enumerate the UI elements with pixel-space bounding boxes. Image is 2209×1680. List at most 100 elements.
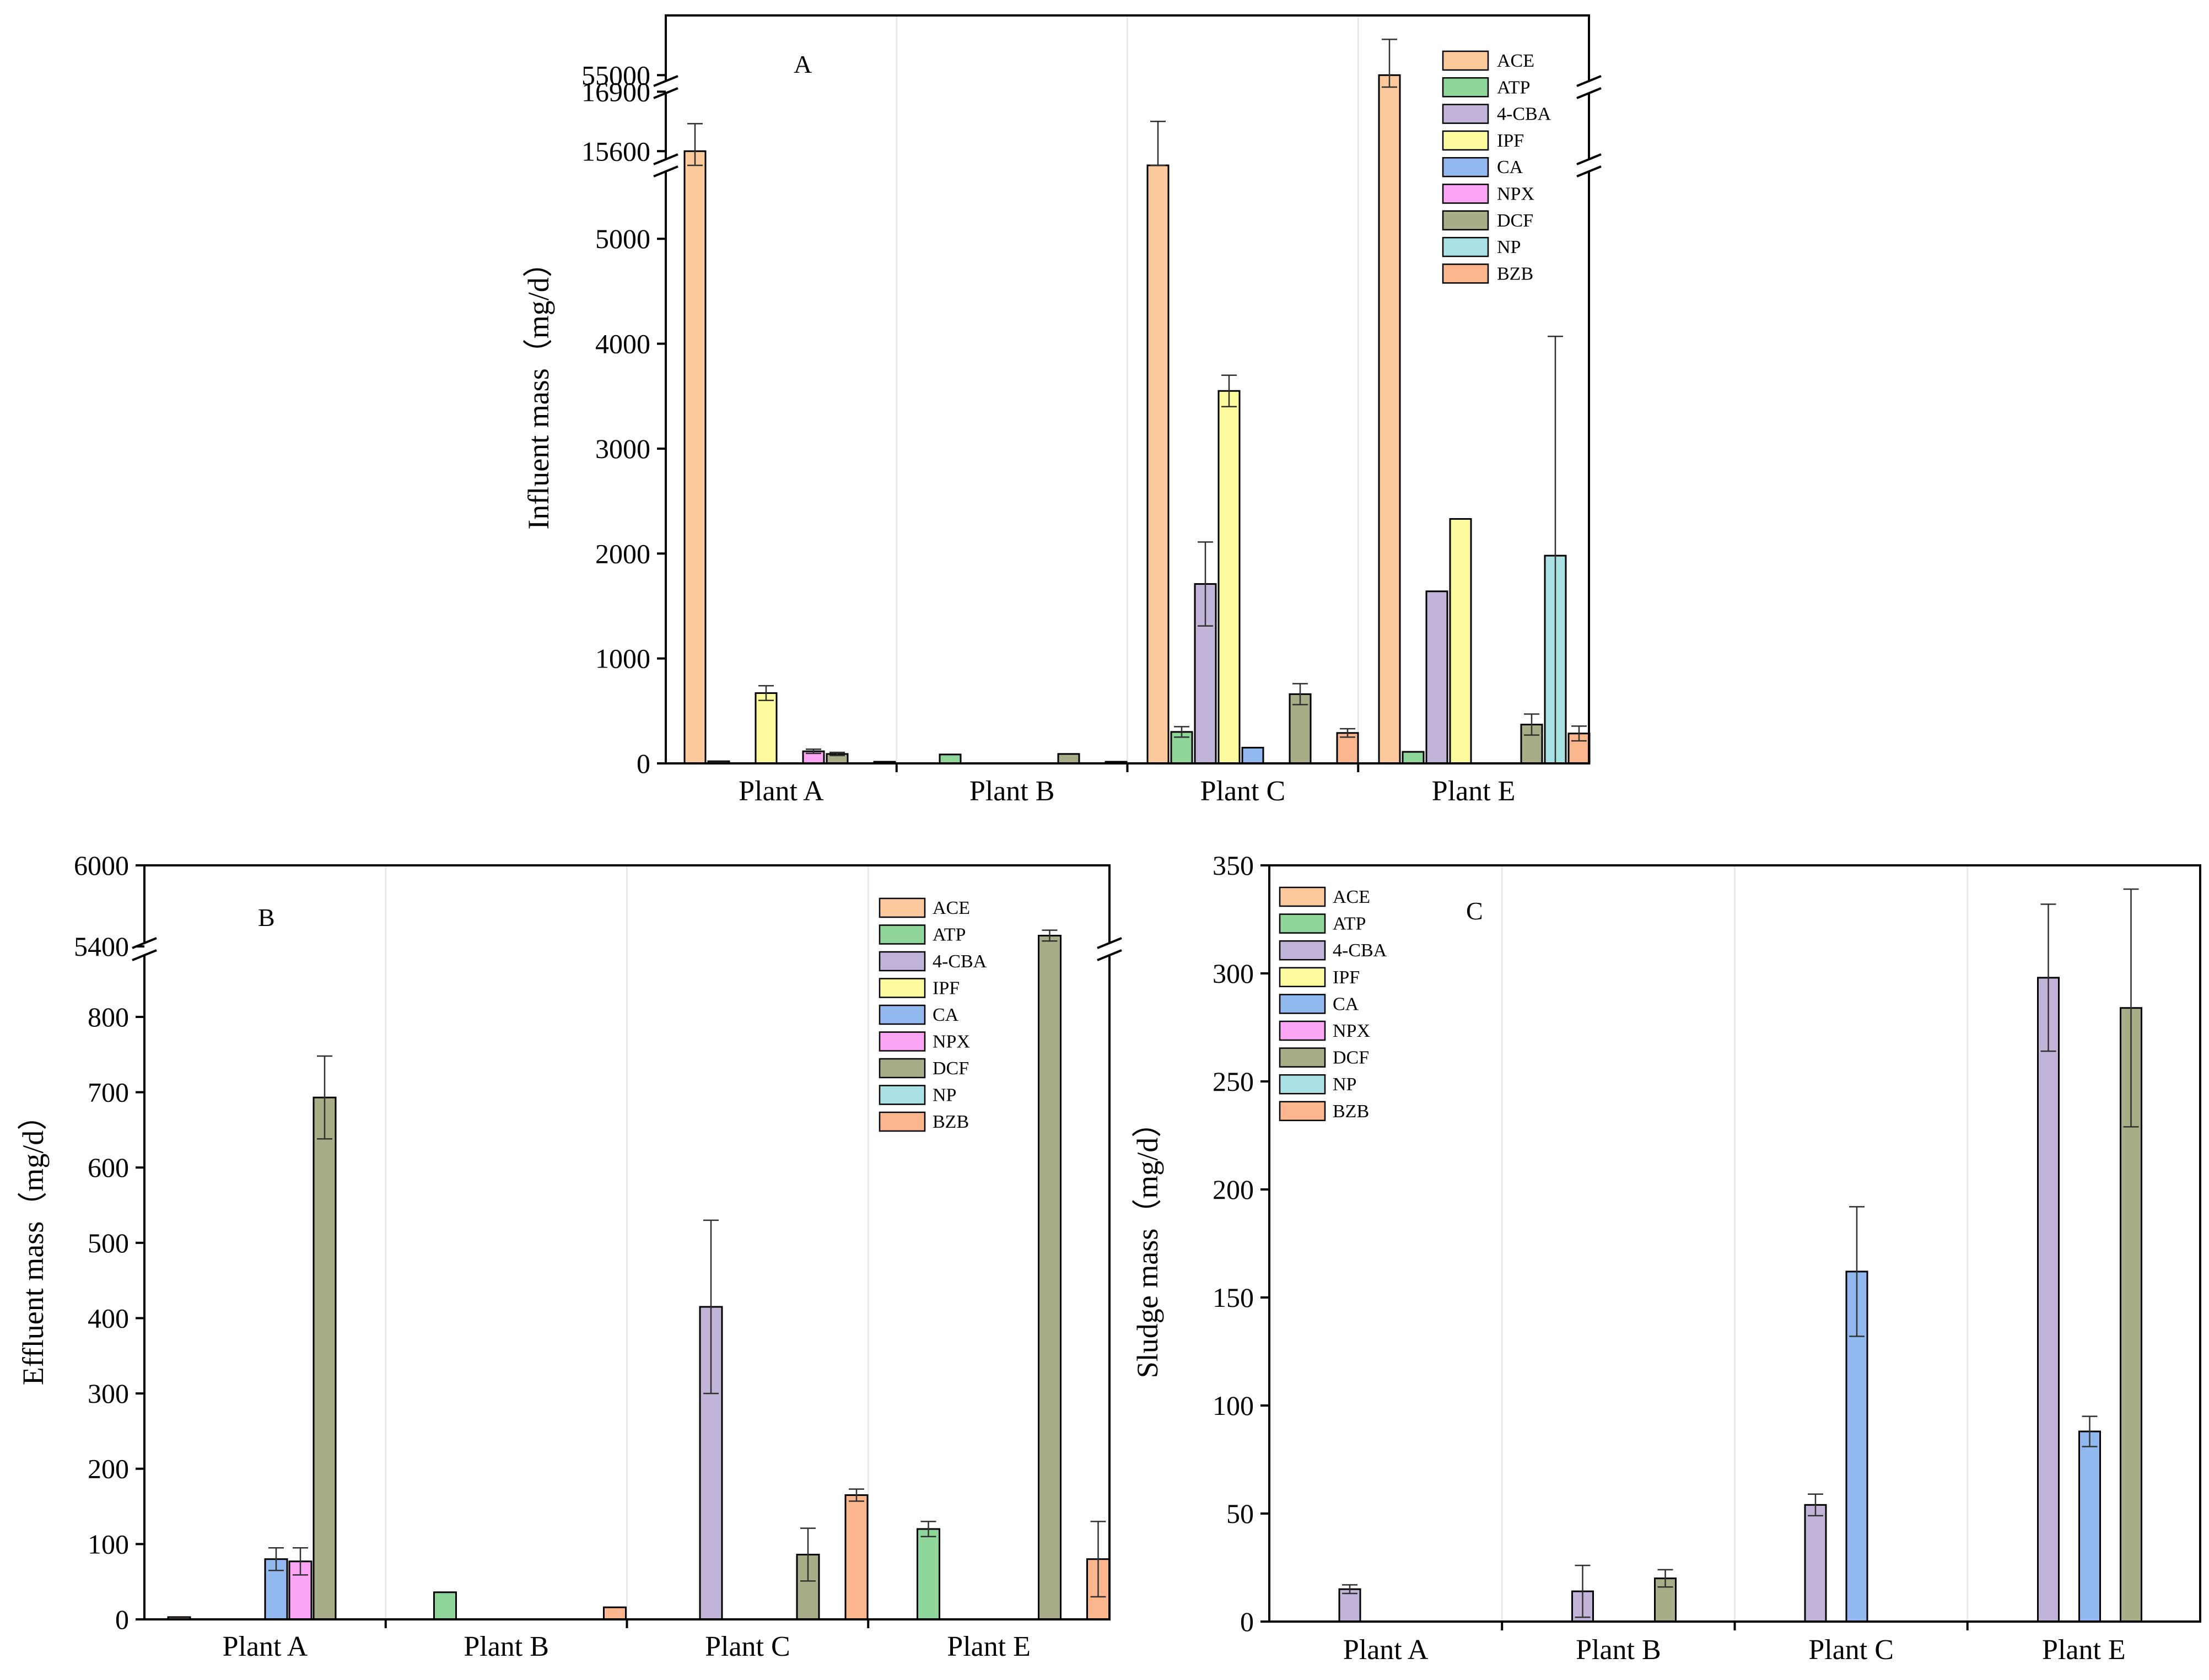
panel-label: B	[258, 903, 275, 931]
y-tick-label: 400	[88, 1302, 129, 1333]
axis-break-mark	[1097, 937, 1122, 961]
error-bar-a-dcf	[1292, 683, 1308, 706]
axis-break-mark	[1576, 153, 1602, 177]
error-bar-c-ca	[2082, 1415, 2098, 1447]
legend-label-atp: ATP	[1333, 914, 1366, 934]
legend: ACE ATP 4-CBA IPF CA NPX DCF NP BZB	[1279, 886, 1387, 1122]
x-category-label: Plant E	[2042, 1634, 2126, 1666]
x-category-label: Plant A	[223, 1631, 308, 1662]
bar-a-plant-a-ace	[683, 150, 707, 764]
legend-label-np: NP	[933, 1085, 956, 1106]
y-axis-title: Influent mass（mg/d）	[522, 247, 555, 529]
error-bar-b-atp	[920, 1521, 936, 1537]
y-tick-label: 100	[88, 1528, 129, 1559]
y-tick-label: 5000	[595, 223, 650, 254]
y-tick-label: 50	[1226, 1498, 1254, 1529]
bar-a-plant-e-ace	[1378, 74, 1401, 764]
bar-b-plant-e-dcf	[1038, 934, 1062, 1620]
y-tick-label: 0	[1240, 1606, 1254, 1637]
y-tick-label: 15600	[581, 136, 650, 166]
bar-a-plant-e-ipf	[1449, 518, 1472, 764]
bar-a-plant-c-ipf	[1217, 390, 1241, 764]
error-bar-b-dcf	[800, 1527, 816, 1582]
x-category-label: Plant C	[705, 1631, 790, 1662]
legend-swatch-npx	[879, 1031, 926, 1052]
legend-label-ace: ACE	[1333, 887, 1370, 907]
legend-swatch-atp	[1442, 77, 1489, 98]
y-axis-title: Effluent mass（mg/d）	[17, 1101, 50, 1385]
error-bar-c-4-cba	[1575, 1564, 1591, 1618]
y-tick-label: 350	[1213, 850, 1254, 881]
legend-swatch-ca	[1442, 157, 1489, 177]
legend-swatch-npx	[1279, 1020, 1326, 1041]
legend-swatch-np	[879, 1085, 926, 1105]
y-tick-label: 5400	[74, 931, 129, 962]
legend-swatch-4-cba	[879, 951, 926, 972]
bar-c-plant-c-4-cba	[1804, 1504, 1827, 1623]
legend-label-ipf: IPF	[1333, 967, 1360, 988]
y-tick-label: 6000	[74, 850, 129, 881]
axis-break-gap	[1104, 943, 1115, 956]
legend-swatch-ipf	[879, 978, 926, 998]
y-tick-label: 300	[88, 1378, 129, 1409]
legend-swatch-ipf	[1442, 130, 1489, 151]
error-bar-c-4-cba	[2040, 903, 2056, 1052]
legend-label-np: NP	[1333, 1074, 1356, 1095]
bar-a-plant-c-ace	[1146, 164, 1170, 764]
bar-a-plant-a-ipf	[755, 692, 778, 764]
legend-label-npx: NPX	[1497, 184, 1534, 204]
legend: ACE ATP 4-CBA IPF CA NPX DCF NP BZB	[1442, 50, 1551, 284]
legend-label-ipf: IPF	[933, 978, 960, 999]
y-tick-label: 3000	[595, 433, 650, 464]
error-bar-b-dcf	[1042, 929, 1058, 942]
legend-swatch-dcf	[879, 1058, 926, 1079]
bar-b-plant-b-atp	[433, 1591, 457, 1620]
error-bar-a-bzb	[1571, 725, 1587, 742]
panel-label: C	[1466, 897, 1483, 925]
x-category-label: Plant A	[1343, 1634, 1429, 1666]
error-bar-c-dcf	[2123, 888, 2139, 1128]
error-bar-c-4-cba	[1808, 1493, 1823, 1517]
legend-swatch-bzb	[1442, 263, 1489, 284]
legend-label-bzb: BZB	[933, 1112, 969, 1132]
legend-label-4-cba: 4-CBA	[1333, 940, 1387, 961]
x-category-label: Plant C	[1808, 1634, 1894, 1666]
panel-label: A	[794, 50, 812, 78]
legend-label-atp: ATP	[933, 925, 966, 945]
axis-break-gap	[660, 159, 671, 172]
error-bar-c-4-cba	[1342, 1584, 1357, 1595]
error-bar-b-bzb	[1090, 1521, 1106, 1598]
legend-label-ace: ACE	[1497, 51, 1534, 71]
bar-b-plant-a-dcf	[313, 1096, 337, 1620]
legend-label-np: NP	[1497, 237, 1521, 257]
legend-label-dcf: DCF	[1497, 211, 1533, 231]
error-bar-a-bzb	[1340, 728, 1355, 738]
bar-a-plant-b-dcf	[1057, 753, 1080, 764]
axis-break-gap	[660, 80, 671, 94]
x-category-label: Plant A	[739, 776, 824, 807]
y-tick-label: 150	[1213, 1282, 1254, 1313]
legend-label-ca: CA	[1333, 994, 1359, 1014]
bar-a-plant-e-atp	[1402, 751, 1425, 764]
legend-label-bzb: BZB	[1333, 1101, 1369, 1122]
legend-label-atp: ATP	[1497, 77, 1530, 98]
legend-swatch-ca	[1279, 994, 1326, 1014]
bar-b-plant-b-bzb	[603, 1606, 627, 1620]
legend-label-4-cba: 4-CBA	[933, 951, 987, 972]
bar-a-plant-c-bzb	[1336, 732, 1359, 764]
error-bar-a-dcf	[1524, 713, 1539, 736]
bar-b-plant-c-bzb	[844, 1494, 869, 1620]
legend-swatch-ipf	[1279, 967, 1326, 988]
legend-swatch-4-cba	[1279, 940, 1326, 961]
error-bar-a-ipf	[1221, 374, 1237, 408]
x-category-label: Plant B	[1576, 1634, 1661, 1666]
legend-swatch-atp	[879, 924, 926, 945]
error-bar-b-ca	[268, 1547, 284, 1571]
legend-label-npx: NPX	[933, 1032, 970, 1052]
legend-swatch-bzb	[879, 1111, 926, 1132]
x-category-label: Plant B	[969, 776, 1055, 807]
x-category-label: Plant E	[947, 1631, 1031, 1662]
y-tick-label: 200	[1213, 1174, 1254, 1205]
legend-swatch-np	[1442, 236, 1489, 257]
